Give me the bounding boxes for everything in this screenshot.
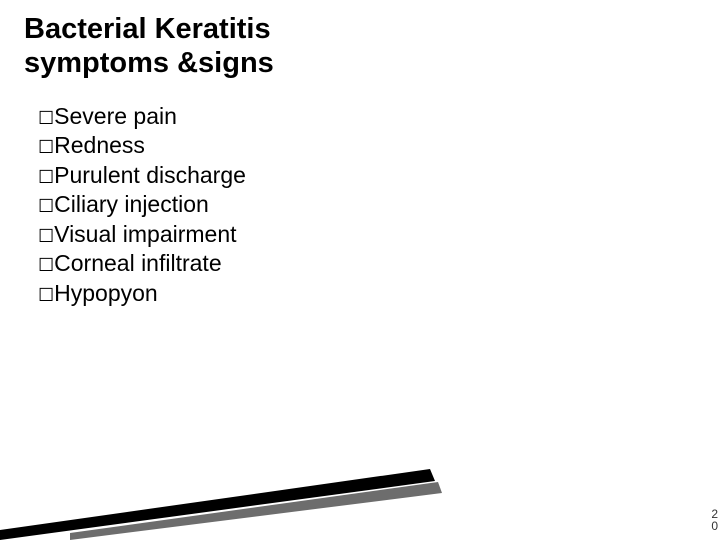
slide-decoration	[0, 420, 720, 540]
list-item-label: Ciliary injection	[54, 191, 209, 217]
bullet-icon: ☐	[38, 254, 54, 277]
symptoms-list: ☐Severe pain☐Redness☐Purulent discharge☐…	[38, 102, 246, 308]
page-number: 2 0	[711, 508, 718, 532]
list-item-label: Hypopyon	[54, 280, 158, 306]
title-line-2: symptoms &signs	[24, 46, 274, 80]
list-item: ☐Ciliary injection	[38, 190, 246, 219]
list-item: ☐Redness	[38, 131, 246, 160]
title-line-1: Bacterial Keratitis	[24, 12, 274, 46]
list-item-label: Corneal infiltrate	[54, 250, 221, 276]
list-item: ☐Severe pain	[38, 102, 246, 131]
decoration-stripe-grey	[70, 482, 442, 540]
bullet-icon: ☐	[38, 166, 54, 189]
bullet-icon: ☐	[38, 284, 54, 307]
slide-title: Bacterial Keratitis symptoms &signs	[24, 12, 274, 80]
list-item: ☐Hypopyon	[38, 279, 246, 308]
page-number-d2: 0	[711, 520, 718, 532]
list-item-label: Visual impairment	[54, 221, 236, 247]
list-item: ☐Purulent discharge	[38, 161, 246, 190]
list-item-label: Redness	[54, 132, 145, 158]
bullet-icon: ☐	[38, 225, 54, 248]
list-item-label: Severe pain	[54, 103, 177, 129]
bullet-icon: ☐	[38, 107, 54, 130]
bullet-icon: ☐	[38, 195, 54, 218]
decoration-stripe-dark	[0, 469, 435, 540]
list-item: ☐Corneal infiltrate	[38, 249, 246, 278]
list-item: ☐Visual impairment	[38, 220, 246, 249]
bullet-icon: ☐	[38, 136, 54, 159]
list-item-label: Purulent discharge	[54, 162, 246, 188]
